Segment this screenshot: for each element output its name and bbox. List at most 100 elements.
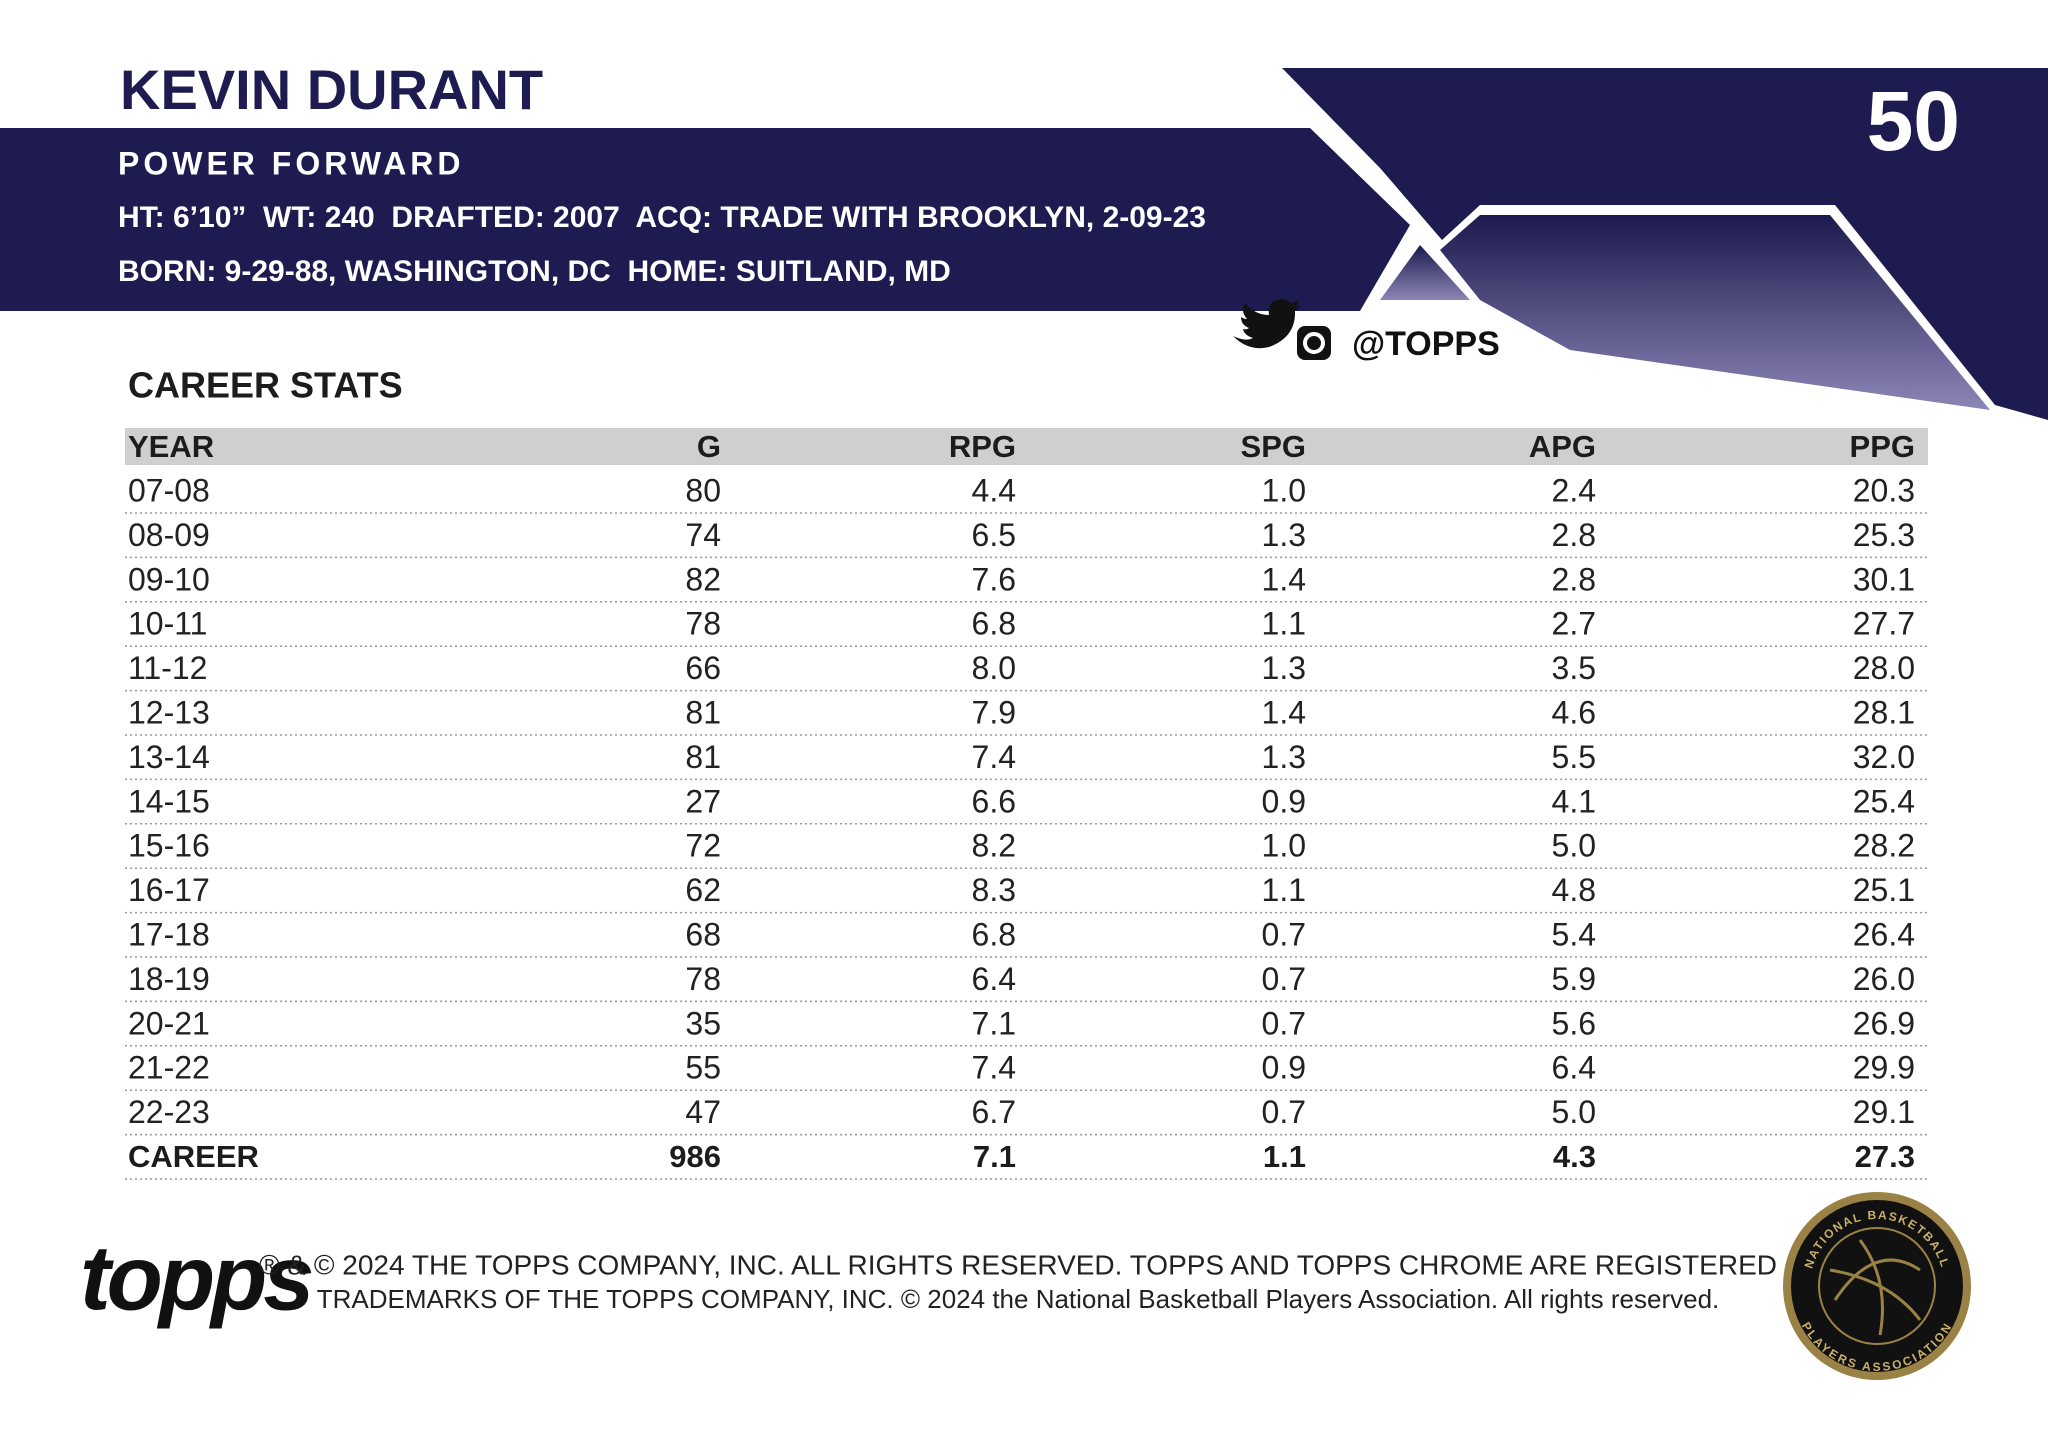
cell: 35 <box>685 1005 721 1041</box>
card-number: 50 <box>1867 74 1960 168</box>
cell: 0.7 <box>1262 916 1306 952</box>
cell: 0.7 <box>1262 1094 1306 1130</box>
cell: 25.3 <box>1853 517 1915 553</box>
cell: 7.6 <box>972 561 1016 597</box>
section-title: CAREER STATS <box>128 365 403 406</box>
bio-line: BORN: 9-29-88, WASHINGTON, DC HOME: SUIT… <box>118 255 951 288</box>
cell: 6.8 <box>972 606 1016 642</box>
cell: 1.3 <box>1262 517 1306 553</box>
cell: 0.9 <box>1262 1050 1306 1086</box>
cell: 5.0 <box>1552 1094 1596 1130</box>
position: POWER FORWARD <box>118 145 465 181</box>
cell: 27.7 <box>1853 606 1915 642</box>
cell: 18-19 <box>128 961 210 997</box>
cell: 22-23 <box>128 1094 210 1130</box>
cell: 0.9 <box>1262 783 1306 819</box>
cell: 78 <box>685 606 721 642</box>
social-handle: @TOPPS <box>1352 325 1500 363</box>
cell: 27 <box>685 783 721 819</box>
cell: 6.4 <box>1552 1050 1596 1086</box>
cell: 5.6 <box>1552 1005 1596 1041</box>
column-header: PPG <box>1850 429 1915 464</box>
legal-line: TRADEMARKS OF THE TOPPS COMPANY, INC. © … <box>317 1284 1720 1314</box>
cell: 7.9 <box>972 694 1016 730</box>
social-icons <box>1233 299 1331 360</box>
cell: 2.8 <box>1552 561 1596 597</box>
cell: 1.4 <box>1262 561 1306 597</box>
cell: 21-22 <box>128 1050 210 1086</box>
cell: 6.6 <box>972 783 1016 819</box>
cell: 4.4 <box>972 472 1016 508</box>
cell: 66 <box>685 650 721 686</box>
cell: 1.0 <box>1262 472 1306 508</box>
cell: 10-11 <box>128 606 207 642</box>
cell: 6.4 <box>972 961 1016 997</box>
cell: 30.1 <box>1853 561 1915 597</box>
cell: 25.1 <box>1853 872 1915 908</box>
cell: 7.4 <box>972 1050 1016 1086</box>
cell: 6.8 <box>972 916 1016 952</box>
cell: 20-21 <box>128 1005 210 1041</box>
cell: 29.1 <box>1853 1094 1915 1130</box>
cell: 4.6 <box>1552 694 1596 730</box>
cell: 8.0 <box>972 650 1016 686</box>
bio-line: HT: 6’10” WT: 240 DRAFTED: 2007 ACQ: TRA… <box>118 201 1206 234</box>
cell: 16-17 <box>128 872 210 908</box>
cell: 8.3 <box>972 872 1016 908</box>
player-name: KEVIN DURANT <box>120 58 543 121</box>
cell: 3.5 <box>1552 650 1596 686</box>
cell: 5.9 <box>1552 961 1596 997</box>
cell: 62 <box>685 872 721 908</box>
cell: 74 <box>685 517 721 553</box>
header-band <box>125 428 1928 465</box>
cell: 5.4 <box>1552 916 1596 952</box>
cell: 6.7 <box>972 1094 1016 1130</box>
cell: 5.5 <box>1552 739 1596 775</box>
cell: 20.3 <box>1853 472 1915 508</box>
cell: 2.8 <box>1552 517 1596 553</box>
total-cell: 4.3 <box>1553 1139 1596 1174</box>
column-header: G <box>697 429 721 464</box>
cell: 15-16 <box>128 828 210 864</box>
cell: 7.4 <box>972 739 1016 775</box>
cell: 81 <box>685 739 721 775</box>
cell: 6.5 <box>972 517 1016 553</box>
stats-table: YEAR G RPG SPG APG PPG 07-08 80 4.4 1.0 2.4 20.3 08-… <box>125 429 1928 1180</box>
cell: 8.2 <box>972 828 1016 864</box>
legal-line: ® & © 2024 THE TOPPS COMPANY, INC. ALL R… <box>259 1249 1777 1280</box>
cell: 29.9 <box>1853 1050 1915 1086</box>
cell: 26.4 <box>1853 916 1915 952</box>
cell: 26.0 <box>1853 961 1915 997</box>
column-header: YEAR <box>128 429 214 464</box>
cell: 55 <box>685 1050 721 1086</box>
cell: 1.0 <box>1262 828 1306 864</box>
cell: 4.8 <box>1552 872 1596 908</box>
cell: 2.4 <box>1552 472 1596 508</box>
nbpa-seal: NATIONAL BASKETBALL PLAYERS ASSOCIATION <box>1783 1192 1971 1380</box>
total-cell: 986 <box>669 1139 721 1174</box>
cell: 47 <box>685 1094 721 1130</box>
cell: 0.7 <box>1262 1005 1306 1041</box>
cell: 14-15 <box>128 783 210 819</box>
cell: 17-18 <box>128 916 210 952</box>
cell: 11-12 <box>128 650 207 686</box>
cell: 08-09 <box>128 517 210 553</box>
column-header: SPG <box>1241 429 1306 464</box>
cell: 07-08 <box>128 472 210 508</box>
cell: 5.0 <box>1552 828 1596 864</box>
cell: 28.2 <box>1853 828 1915 864</box>
cell: 0.7 <box>1262 961 1306 997</box>
cell: 13-14 <box>128 739 210 775</box>
cell: 81 <box>685 694 721 730</box>
total-cell: 1.1 <box>1263 1139 1306 1174</box>
cell: 2.7 <box>1552 606 1596 642</box>
total-cell: CAREER <box>128 1139 259 1174</box>
cell: 1.3 <box>1262 650 1306 686</box>
cell: 82 <box>685 561 721 597</box>
cell: 28.1 <box>1853 694 1915 730</box>
cell: 1.1 <box>1262 606 1306 642</box>
cell: 78 <box>685 961 721 997</box>
cell: 7.1 <box>972 1005 1016 1041</box>
cell: 72 <box>685 828 721 864</box>
